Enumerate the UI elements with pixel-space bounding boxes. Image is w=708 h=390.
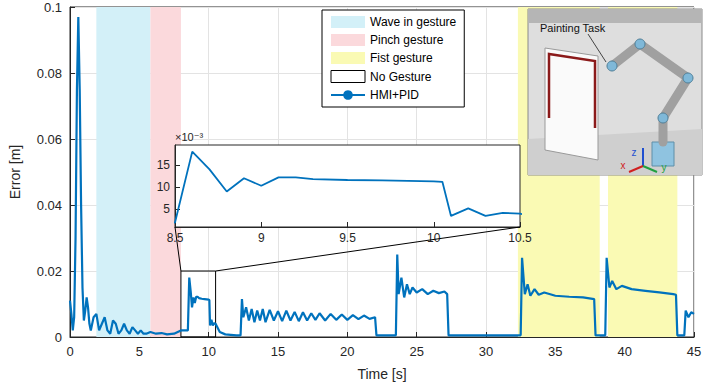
svg-text:Time [s]: Time [s]	[357, 366, 406, 382]
svg-text:0.06: 0.06	[37, 132, 62, 147]
svg-text:Fist gesture: Fist gesture	[370, 51, 433, 65]
svg-text:40: 40	[617, 344, 631, 359]
svg-text:0: 0	[55, 330, 62, 345]
svg-text:5: 5	[163, 202, 170, 216]
svg-text:Error [m]: Error [m]	[7, 145, 23, 199]
svg-text:HMI+PID: HMI+PID	[370, 88, 419, 102]
svg-text:0.08: 0.08	[37, 66, 62, 81]
svg-text:10: 10	[157, 180, 171, 194]
svg-text:z: z	[632, 147, 637, 158]
svg-text:10.5: 10.5	[508, 231, 532, 245]
svg-text:0.02: 0.02	[37, 264, 62, 279]
svg-text:10: 10	[427, 231, 441, 245]
svg-text:10: 10	[201, 344, 215, 359]
svg-text:8.5: 8.5	[167, 231, 184, 245]
svg-text:9: 9	[258, 231, 265, 245]
svg-text:Painting Task: Painting Task	[540, 22, 606, 34]
svg-text:30: 30	[479, 344, 493, 359]
svg-text:15: 15	[157, 158, 171, 172]
svg-text:×10⁻³: ×10⁻³	[175, 131, 203, 143]
svg-text:45: 45	[687, 344, 701, 359]
svg-text:Wave in gesture: Wave in gesture	[370, 15, 457, 29]
svg-text:25: 25	[409, 344, 423, 359]
svg-text:No Gesture: No Gesture	[370, 70, 432, 84]
svg-text:x: x	[621, 160, 626, 171]
svg-text:15: 15	[271, 344, 285, 359]
svg-text:9.5: 9.5	[339, 231, 356, 245]
svg-text:35: 35	[548, 344, 562, 359]
svg-text:0.1: 0.1	[44, 0, 62, 15]
svg-text:20: 20	[340, 344, 354, 359]
svg-text:5: 5	[136, 344, 143, 359]
svg-text:y: y	[662, 162, 667, 173]
svg-text:Pinch gesture: Pinch gesture	[370, 33, 444, 47]
svg-text:0: 0	[66, 344, 73, 359]
svg-text:0.04: 0.04	[37, 198, 62, 213]
